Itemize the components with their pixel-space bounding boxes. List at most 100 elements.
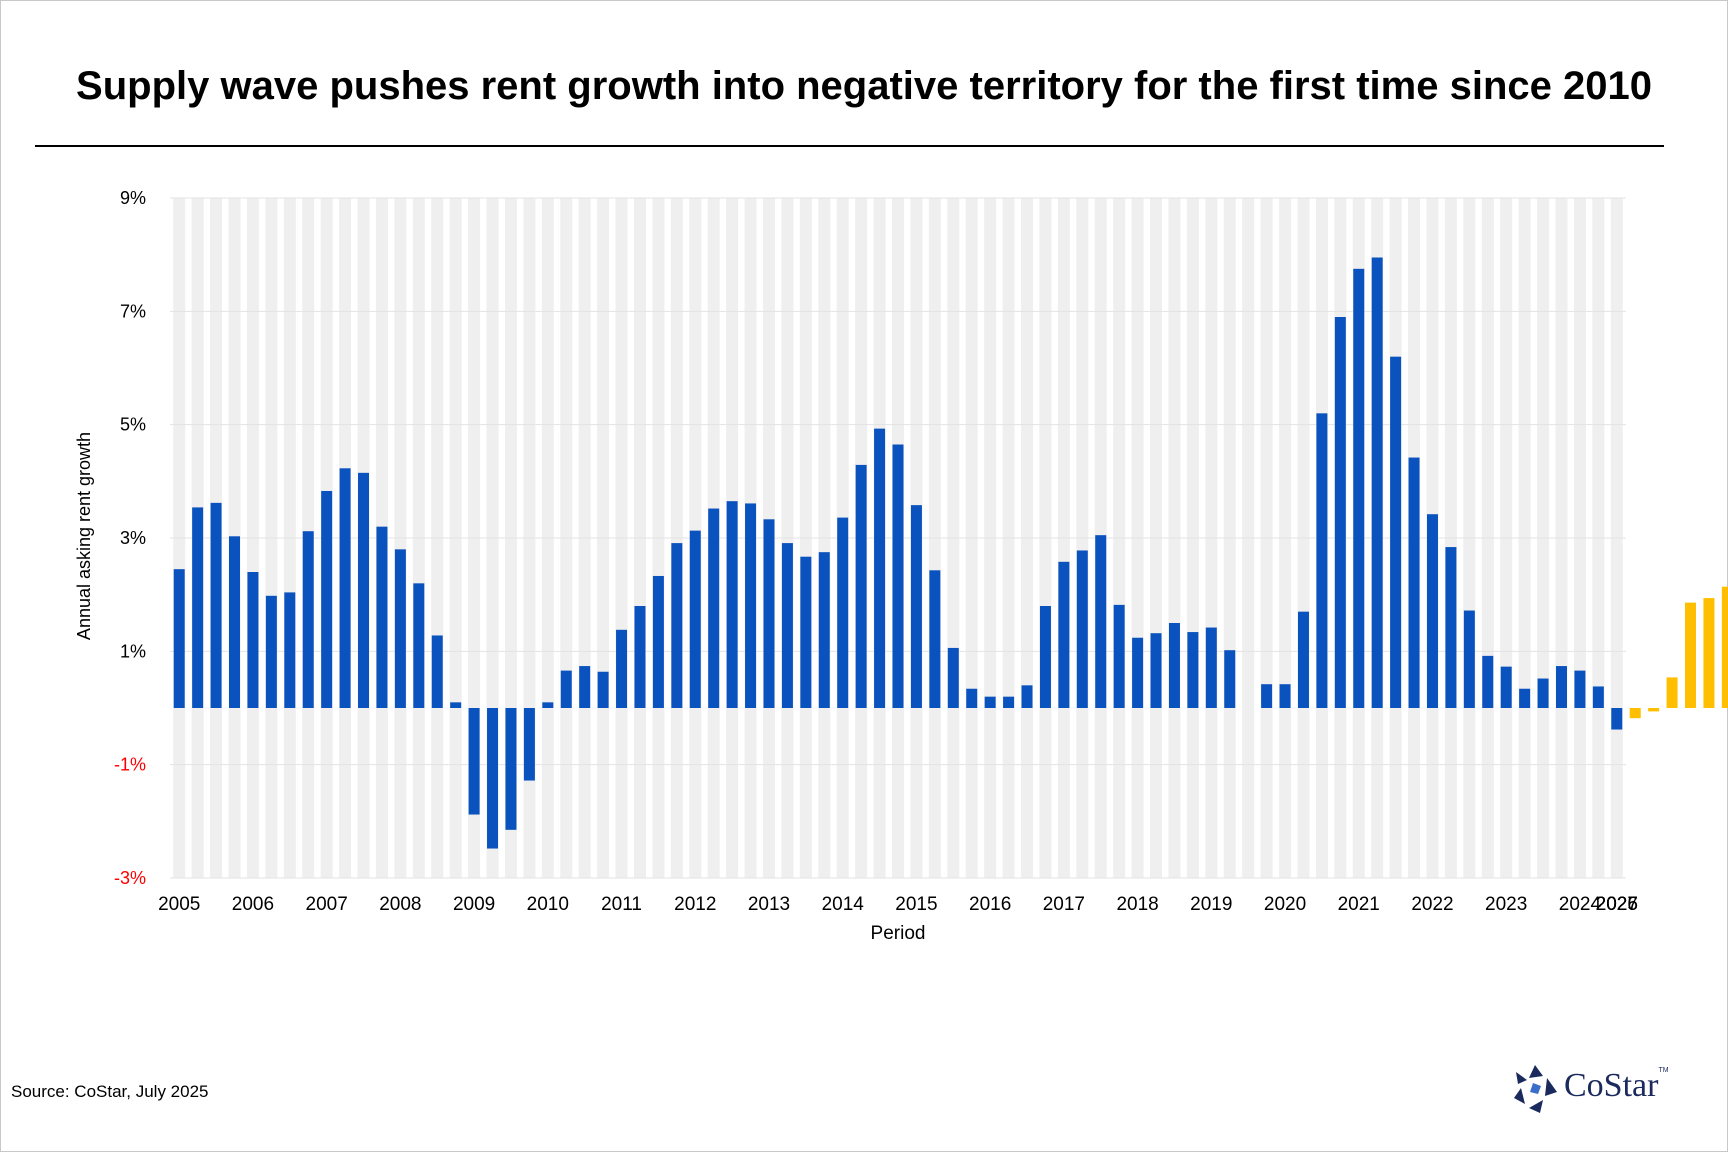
bar-actual xyxy=(1463,610,1475,708)
bar-actual xyxy=(1445,547,1457,708)
bar-actual xyxy=(1058,561,1070,708)
bar-actual xyxy=(321,490,333,708)
bar-actual xyxy=(1021,685,1033,708)
bar-actual xyxy=(855,464,867,708)
title-divider xyxy=(35,145,1664,147)
bar-actual xyxy=(1408,457,1420,708)
x-tick-label: 2025 xyxy=(1596,894,1638,915)
bar-actual xyxy=(910,505,922,708)
bar-actual xyxy=(358,472,370,708)
bar-actual xyxy=(376,526,388,708)
bar-actual xyxy=(984,696,996,708)
x-tick-label: 2027 xyxy=(1596,894,1638,915)
bar-actual xyxy=(947,647,959,708)
bar-forecast xyxy=(1629,708,1641,719)
bar-actual xyxy=(800,556,812,708)
bar-forecast xyxy=(1721,586,1728,708)
bar-actual xyxy=(634,606,646,708)
logo-wordmark: CoStarTM xyxy=(1564,1067,1669,1105)
bar-actual xyxy=(1187,632,1199,708)
x-tick-label: 2009 xyxy=(453,894,495,915)
x-tick-label: 2008 xyxy=(379,894,421,915)
x-tick-label: 2024 xyxy=(1559,894,1602,915)
x-tick-label: 2013 xyxy=(748,894,790,915)
bar-actual xyxy=(1519,688,1531,708)
x-tick-label: 2018 xyxy=(1116,894,1158,915)
bar-actual xyxy=(487,708,499,849)
bar-actual xyxy=(431,635,443,708)
logo-trademark: TM xyxy=(1658,1067,1669,1074)
bar-actual xyxy=(689,530,701,708)
source-note: Source: CoStar, July 2025 xyxy=(11,1082,209,1101)
bar-actual xyxy=(745,503,757,708)
bar-actual xyxy=(1224,650,1236,708)
bar-actual xyxy=(652,575,664,708)
x-tick-label: 2020 xyxy=(1264,894,1306,915)
bar-actual xyxy=(1371,257,1383,708)
bar-actual xyxy=(523,708,535,781)
bar-actual xyxy=(192,507,204,708)
bar-forecast xyxy=(1703,598,1715,708)
bar-actual xyxy=(468,708,480,815)
y-tick-label: -3% xyxy=(114,868,146,888)
costar-star-icon xyxy=(1514,1065,1557,1113)
bar-actual xyxy=(413,583,425,708)
bar-actual xyxy=(1353,268,1365,708)
bar-actual xyxy=(1205,627,1217,708)
bar-actual xyxy=(1297,611,1309,708)
bar-actual xyxy=(726,501,738,708)
bar-actual xyxy=(671,543,683,708)
x-tick-label: 2011 xyxy=(601,894,642,915)
bar-actual xyxy=(616,629,628,708)
bar-actual xyxy=(1113,604,1125,708)
x-tick-label: 2010 xyxy=(527,894,569,915)
bar-actual xyxy=(1132,637,1144,708)
bar-forecast xyxy=(1648,708,1660,712)
x-tick-label: 2021 xyxy=(1338,894,1380,915)
bar-actual xyxy=(1168,623,1180,708)
bar-actual xyxy=(837,517,849,708)
bar-actual xyxy=(1574,670,1586,708)
costar-logo: CoStarTM xyxy=(1512,1062,1687,1116)
bar-actual xyxy=(763,519,775,708)
bar-actual xyxy=(339,468,351,708)
bar-actual xyxy=(1261,684,1273,708)
bar-actual xyxy=(229,536,241,708)
x-tick-label: 2005 xyxy=(158,894,200,915)
bar-actual xyxy=(597,671,609,708)
x-tick-label: 2012 xyxy=(674,894,716,915)
bar-actual xyxy=(818,552,830,708)
bar-actual xyxy=(1150,633,1162,708)
y-tick-label: -1% xyxy=(114,755,146,775)
bar-actual xyxy=(1555,666,1567,708)
bar-actual xyxy=(1592,686,1604,708)
y-tick-label: 3% xyxy=(120,528,146,548)
bar-forecast xyxy=(1666,677,1678,708)
bar-actual xyxy=(874,428,886,708)
y-tick-label: 1% xyxy=(120,641,146,661)
x-tick-label: 2006 xyxy=(232,894,274,915)
bar-actual xyxy=(892,444,904,708)
x-tick-label: 2017 xyxy=(1043,894,1085,915)
bar-actual xyxy=(173,569,185,708)
logo-text: CoStar xyxy=(1564,1067,1659,1104)
bar-actual xyxy=(265,595,277,708)
bar-actual xyxy=(450,702,462,708)
bar-actual xyxy=(781,543,793,708)
bar-actual xyxy=(1500,666,1512,708)
bar-actual xyxy=(542,702,554,708)
bar-actual xyxy=(966,688,978,708)
x-axis-title: Period xyxy=(871,923,926,944)
bar-actual xyxy=(1537,678,1549,708)
bar-actual xyxy=(1003,696,1015,708)
bar-actual xyxy=(284,592,296,708)
bar-forecast xyxy=(1685,602,1697,708)
bar-actual xyxy=(1611,708,1623,730)
x-tick-label: 2016 xyxy=(969,894,1011,915)
bar-actual xyxy=(1334,317,1346,708)
bar-actual xyxy=(708,508,720,708)
bar-actual xyxy=(1426,514,1438,708)
bar-actual xyxy=(929,570,941,708)
x-tick-label: 2019 xyxy=(1190,894,1232,915)
